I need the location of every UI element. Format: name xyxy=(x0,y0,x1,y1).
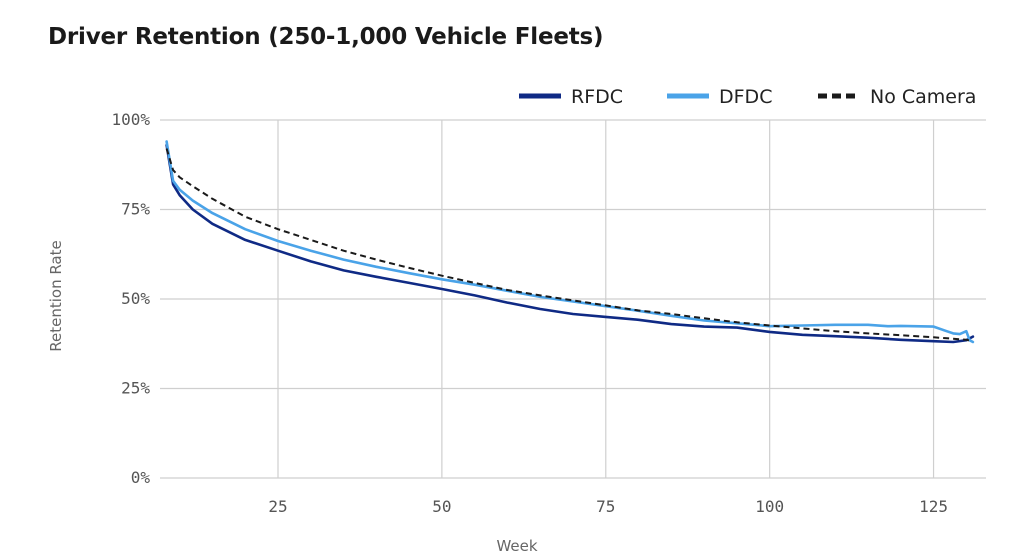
y-tick-label: 0% xyxy=(131,468,151,487)
series-lines xyxy=(165,140,975,344)
x-tick-label: 25 xyxy=(268,497,287,516)
x-tick-label: 50 xyxy=(432,497,451,516)
x-tick-label: 125 xyxy=(919,497,948,516)
legend: RFDC DFDC No Camera xyxy=(519,86,976,108)
y-tick-label: 50% xyxy=(121,289,150,308)
chart-title: Driver Retention (250-1,000 Vehicle Flee… xyxy=(48,24,604,50)
x-axis-label: Week xyxy=(496,537,537,555)
x-tick-label: 75 xyxy=(596,497,615,516)
x-tick-label: 100 xyxy=(755,497,784,516)
y-tick-label: 75% xyxy=(121,200,150,219)
y-tick-label: 25% xyxy=(121,379,150,398)
series-line-rfdc xyxy=(165,143,975,344)
legend-label: DFDC xyxy=(719,86,772,108)
series-line-dfdc xyxy=(165,140,975,344)
y-tick-label: 100% xyxy=(111,110,150,129)
x-axis-ticks: 25 50 75 100 125 xyxy=(268,497,948,516)
series-line-no-camera xyxy=(165,148,974,343)
y-axis-label: Retention Rate xyxy=(47,240,65,352)
grid-lines xyxy=(160,119,986,479)
y-axis-ticks: 0% 25% 50% 75% 100% xyxy=(111,110,150,487)
legend-label: RFDC xyxy=(571,86,623,108)
legend-label: No Camera xyxy=(870,86,976,108)
